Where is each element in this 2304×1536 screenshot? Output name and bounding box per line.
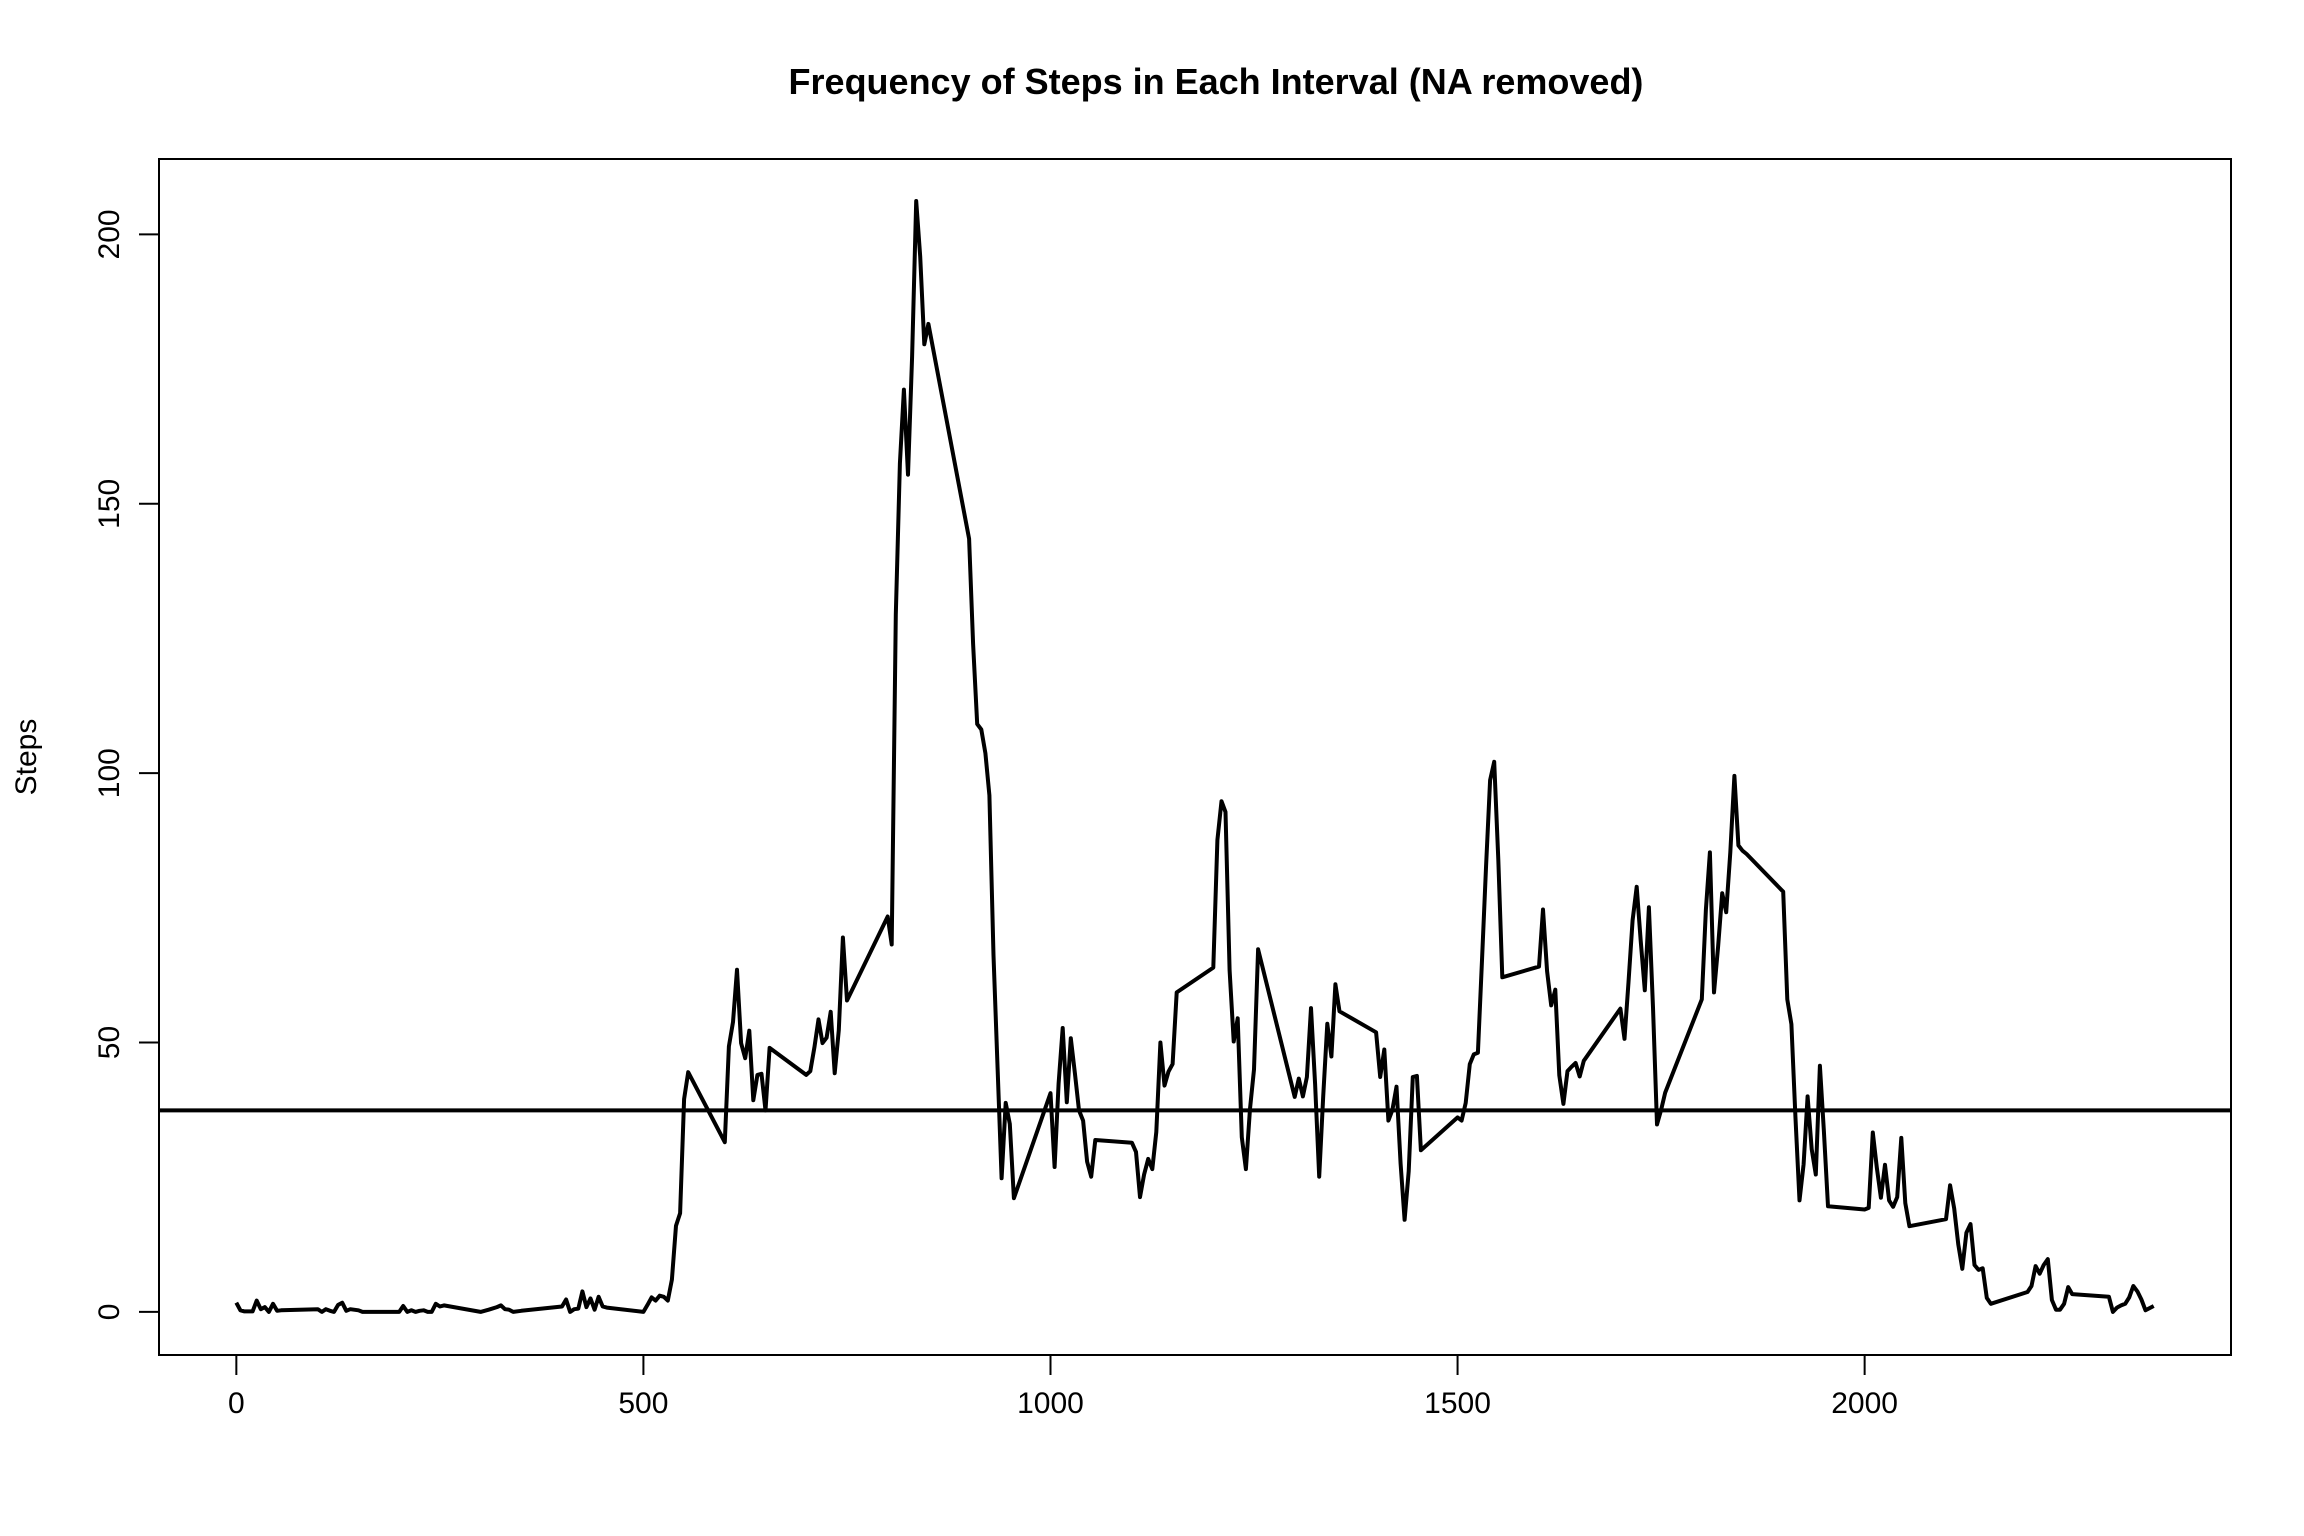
y-tick-label: 150	[93, 479, 126, 529]
x-tick-label: 500	[618, 1387, 668, 1420]
x-tick-label: 1500	[1424, 1387, 1491, 1420]
y-tick-label: 0	[93, 1304, 126, 1321]
y-tick-label: 200	[93, 209, 126, 259]
x-tick-label: 2000	[1831, 1387, 1898, 1420]
x-tick-label: 1000	[1017, 1387, 1084, 1420]
plot-frame	[158, 158, 2232, 1356]
y-tick-label: 100	[93, 748, 126, 798]
chart-title: Frequency of Steps in Each Interval (NA …	[789, 61, 1644, 102]
x-tick-label: 0	[228, 1387, 245, 1420]
y-tick-label: 50	[93, 1026, 126, 1059]
y-axis-label: Steps	[10, 719, 43, 796]
series-line	[234, 199, 2155, 1314]
